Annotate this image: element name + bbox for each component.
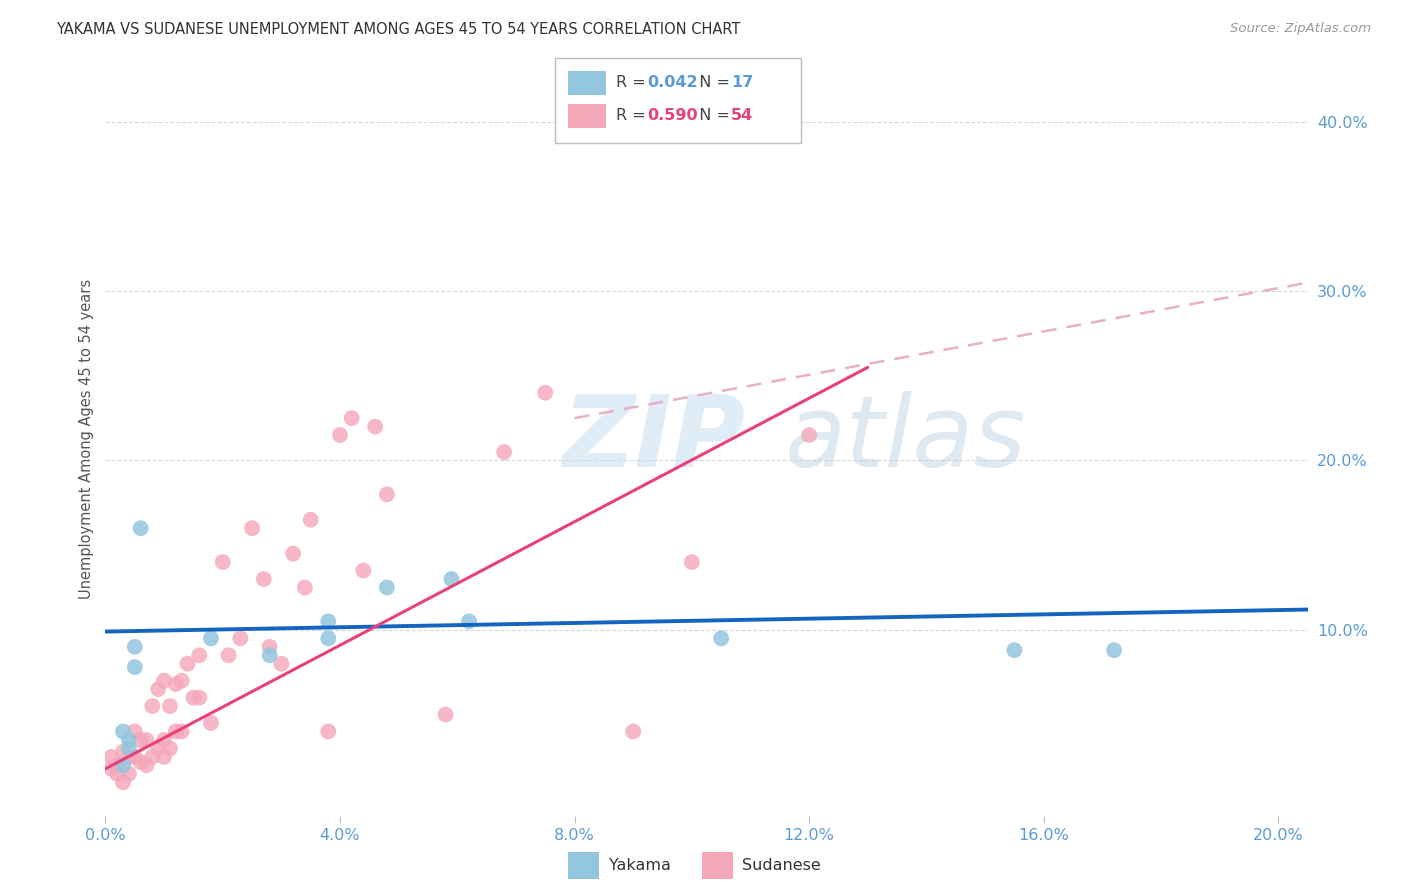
Point [176,657,198,671]
Point [153,673,176,688]
Point [183,690,205,705]
Point [129,521,152,535]
Point [316,632,339,646]
Point [440,572,463,586]
Text: 0.042: 0.042 [647,76,697,90]
Point [188,648,211,663]
Point [316,615,339,629]
Point [124,750,146,764]
Point [135,758,157,772]
Point [148,682,170,697]
Point [112,724,135,739]
Point [364,419,387,434]
Point [153,750,176,764]
Point [218,648,240,663]
Point [299,513,322,527]
Point [259,648,281,663]
Text: ZIP: ZIP [562,391,745,488]
Point [124,724,146,739]
Point [681,555,703,569]
Point [124,660,146,674]
Point [375,487,398,501]
Point [188,690,211,705]
Y-axis label: Unemployment Among Ages 45 to 54 years: Unemployment Among Ages 45 to 54 years [79,279,94,599]
Point [159,699,181,714]
Point [118,750,141,764]
Text: 54: 54 [731,109,754,123]
Point [124,640,146,654]
Point [253,572,276,586]
Text: Sudanese: Sudanese [742,858,821,872]
Text: R =: R = [616,109,651,123]
Point [200,632,222,646]
Point [316,724,339,739]
Point [118,767,141,781]
Point [100,750,122,764]
Point [135,733,157,747]
Point [170,724,193,739]
Point [1002,643,1025,657]
Point [240,521,263,535]
Point [621,724,644,739]
Point [165,724,187,739]
Text: 0.590: 0.590 [647,109,697,123]
Point [165,677,187,691]
Point [494,445,516,459]
Point [329,428,352,442]
Point [141,699,163,714]
Point [112,758,135,772]
Point [118,733,141,747]
Point [340,411,363,425]
Point [534,385,557,400]
Point [1102,643,1125,657]
Text: YAKAMA VS SUDANESE UNEMPLOYMENT AMONG AGES 45 TO 54 YEARS CORRELATION CHART: YAKAMA VS SUDANESE UNEMPLOYMENT AMONG AG… [56,22,741,37]
Text: 17: 17 [731,76,754,90]
Point [434,707,457,722]
Point [200,716,222,731]
Point [105,767,128,781]
Point [105,758,128,772]
Point [211,555,233,569]
Point [100,762,122,776]
Text: N =: N = [689,109,735,123]
Point [458,615,481,629]
Text: Yakama: Yakama [609,858,671,872]
Point [710,632,733,646]
Point [118,741,141,756]
Text: N =: N = [689,76,735,90]
Point [229,632,252,646]
Point [112,775,135,789]
Point [797,428,820,442]
Point [129,733,152,747]
Text: atlas: atlas [785,391,1026,488]
Point [270,657,292,671]
Text: R =: R = [616,76,651,90]
Point [294,581,316,595]
Point [148,741,170,756]
Text: Source: ZipAtlas.com: Source: ZipAtlas.com [1230,22,1371,36]
Point [141,750,163,764]
Point [129,755,152,769]
Point [153,733,176,747]
Point [112,745,135,759]
Point [281,547,304,561]
Point [259,640,281,654]
Point [353,564,375,578]
Point [375,581,398,595]
Point [170,673,193,688]
Point [159,741,181,756]
